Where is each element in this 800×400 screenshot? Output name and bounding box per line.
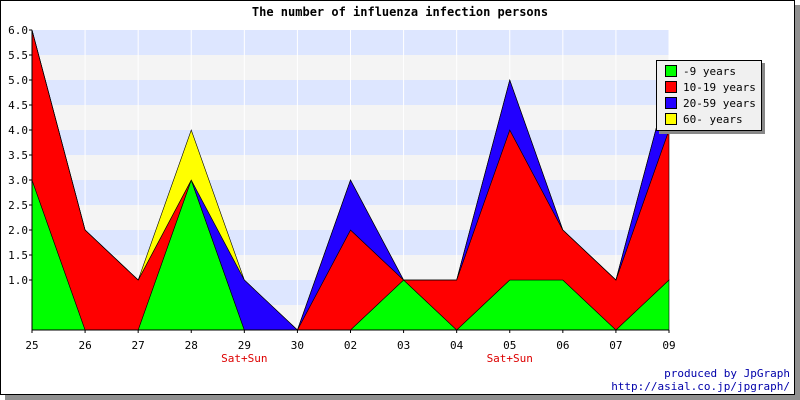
y-tick-label: 5.5 — [8, 49, 28, 62]
chart-title: The number of influenza infection person… — [251, 5, 549, 19]
credit-url[interactable]: http://asial.co.jp/jpgraph/ — [611, 380, 790, 393]
x-tick-label: 06 — [556, 339, 569, 352]
legend-item: -9 years — [665, 65, 736, 79]
legend-label: 20-59 years — [683, 97, 756, 110]
x-tick-label: 30 — [291, 339, 304, 352]
legend-swatch — [665, 81, 677, 93]
y-tick-label: 2.5 — [8, 199, 28, 212]
legend-item: 60- years — [665, 113, 743, 127]
x-tick-label: 04 — [450, 339, 464, 352]
y-tick-label: 2.0 — [8, 224, 28, 237]
x-tick-label: 03 — [397, 339, 410, 352]
x-tick-sublabel: Sat+Sun — [221, 352, 267, 365]
x-tick-label: 27 — [132, 339, 145, 352]
x-tick-label: 26 — [78, 339, 91, 352]
legend-label: 60- years — [683, 113, 743, 126]
y-tick-label: 4.0 — [8, 124, 28, 137]
y-tick-label: 4.5 — [8, 99, 28, 112]
legend-label: 10-19 years — [683, 81, 756, 94]
y-tick-label: 1.0 — [8, 274, 28, 287]
legend-label: -9 years — [683, 65, 736, 78]
legend-swatch — [665, 113, 677, 125]
credit-produced-by: produced by JpGraph — [664, 367, 790, 380]
x-tick-label: 07 — [609, 339, 622, 352]
x-tick-label: 28 — [185, 339, 198, 352]
y-tick-label: 3.0 — [8, 174, 28, 187]
y-tick-label: 3.5 — [8, 149, 28, 162]
y-tick-label: 6.0 — [8, 24, 28, 37]
legend-swatch — [665, 97, 677, 109]
x-tick-label: 29 — [238, 339, 251, 352]
legend-item: 20-59 years — [665, 97, 756, 111]
x-tick-sublabel: Sat+Sun — [487, 352, 533, 365]
x-tick-label: 25 — [25, 339, 38, 352]
x-tick-label: 05 — [503, 339, 516, 352]
legend: -9 years 10-19 years 20-59 years 60- years — [656, 60, 762, 131]
x-tick-label: 09 — [662, 339, 675, 352]
x-tick-label: 02 — [344, 339, 357, 352]
legend-swatch — [665, 65, 677, 77]
legend-item: 10-19 years — [665, 81, 756, 95]
y-tick-label: 1.5 — [8, 249, 28, 262]
y-tick-label: 5.0 — [8, 74, 28, 87]
